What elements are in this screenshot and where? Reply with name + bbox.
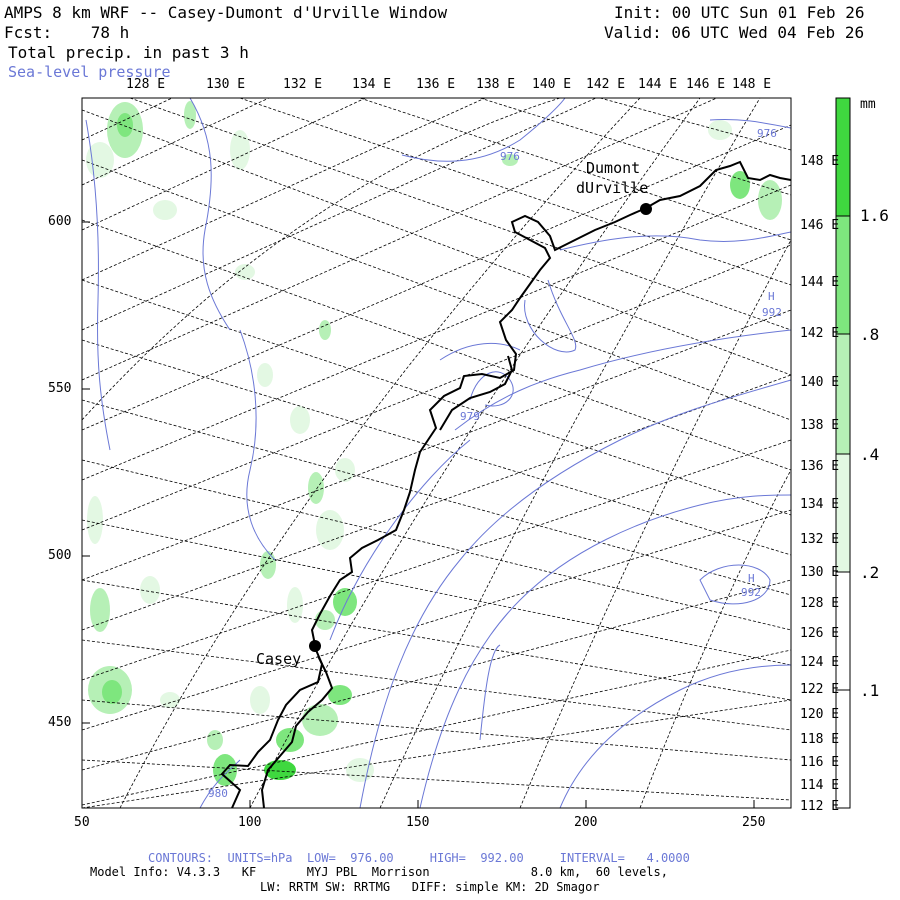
colorbar-segment-0.4 <box>836 334 850 454</box>
field-name: Total precip. in past 3 h <box>8 43 249 62</box>
right-lon-label: 140 E <box>800 375 840 390</box>
precip-shading <box>86 101 782 786</box>
init-time: Init: 00 UTC Sun 01 Feb 26 <box>614 3 865 22</box>
colorbar-label: .2 <box>860 563 880 582</box>
y-tick-label: 550 <box>48 381 72 396</box>
colorbar-segment-0.1 <box>836 572 850 690</box>
colorbar-segment-0.8 <box>836 216 850 334</box>
x-tick-label: 100 <box>238 815 262 830</box>
top-lon-label: 148 E <box>732 77 772 92</box>
right-lon-label: 148 E <box>800 154 840 169</box>
high-label: H <box>768 290 775 303</box>
axis-ticks <box>81 221 755 808</box>
colorbar-label: .8 <box>860 325 880 344</box>
pressure-contours <box>85 98 791 808</box>
right-lon-label: 118 E <box>800 732 840 747</box>
right-lon-label: 120 E <box>800 707 840 722</box>
physics-info: LW: RRTM SW: RRTMG DIFF: simple KM: 2D S… <box>260 880 600 894</box>
valid-time: Valid: 06 UTC Wed 04 Feb 26 <box>604 23 865 42</box>
contour-label: 992 <box>741 586 761 599</box>
right-lon-label: 132 E <box>800 532 840 547</box>
x-tick-label: 200 <box>574 815 598 830</box>
colorbar <box>835 97 851 809</box>
colorbar-label: .4 <box>860 445 880 464</box>
right-lon-label: 112 E <box>800 799 840 814</box>
dumont-label-line1: Dumont <box>586 159 641 177</box>
contour-label: 980 <box>208 787 228 800</box>
x-tick-label: 250 <box>742 815 766 830</box>
high-label: H <box>748 572 755 585</box>
contour-label: 992 <box>762 306 782 319</box>
y-tick-label: 450 <box>48 715 72 730</box>
contour-field-name: Sea-level pressure <box>8 63 171 81</box>
colorbar-label: .1 <box>860 681 880 700</box>
y-tick-label: 500 <box>48 548 72 563</box>
right-lon-label: 142 E <box>800 326 840 341</box>
top-lon-label: 134 E <box>352 77 392 92</box>
top-lon-label: 144 E <box>638 77 678 92</box>
top-lon-label: 132 E <box>283 77 323 92</box>
top-lon-label: 146 E <box>686 77 726 92</box>
station-markers <box>309 203 652 652</box>
right-lon-label: 134 E <box>800 497 840 512</box>
plot-frame <box>81 97 792 809</box>
forecast-hour: Fcst: 78 h <box>4 23 130 42</box>
colorbar-segment-1.6 <box>836 98 850 216</box>
casey-label: Casey <box>256 650 302 668</box>
map-title: AMPS 8 km WRF -- Casey-Dumont d'Urville … <box>4 3 448 22</box>
graticule <box>82 98 791 808</box>
contour-label: 979 <box>460 410 480 423</box>
right-lon-label: 116 E <box>800 755 840 770</box>
right-lon-label: 124 E <box>800 655 840 670</box>
top-lon-label: 138 E <box>476 77 516 92</box>
top-lon-label: 130 E <box>206 77 246 92</box>
contour-label: 976 <box>757 127 777 140</box>
right-lon-label: 144 E <box>800 275 840 290</box>
right-lon-label: 146 E <box>800 218 840 233</box>
casey-marker <box>309 640 321 652</box>
colorbar-segment-below <box>836 690 850 808</box>
top-lon-label: 128 E <box>126 77 166 92</box>
y-tick-label: 600 <box>48 214 72 229</box>
right-lon-label: 136 E <box>800 459 840 474</box>
right-lon-label: 114 E <box>800 778 840 793</box>
right-lon-label: 138 E <box>800 418 840 433</box>
right-lon-label: 126 E <box>800 626 840 641</box>
right-lon-label: 122 E <box>800 682 840 697</box>
top-lon-label: 142 E <box>586 77 626 92</box>
top-lon-label: 136 E <box>416 77 456 92</box>
x-tick-label: 150 <box>406 815 430 830</box>
top-lon-label: 140 E <box>532 77 572 92</box>
contour-label: 976 <box>500 150 520 163</box>
dumont-durville-marker <box>640 203 652 215</box>
colorbar-unit: mm <box>860 97 876 112</box>
right-lon-label: 130 E <box>800 565 840 580</box>
right-lon-label: 128 E <box>800 596 840 611</box>
colorbar-segment-0.2 <box>836 454 850 572</box>
contour-info: CONTOURS: UNITS=hPa LOW= 976.00 HIGH= 99… <box>148 851 690 865</box>
model-info: Model Info: V4.3.3 KF MYJ PBL Morrison 8… <box>90 865 668 879</box>
dumont-label-line2: dUrville <box>576 179 649 197</box>
colorbar-label: 1.6 <box>860 206 889 225</box>
plot-area <box>82 98 791 808</box>
x-tick-label: 50 <box>74 815 90 830</box>
